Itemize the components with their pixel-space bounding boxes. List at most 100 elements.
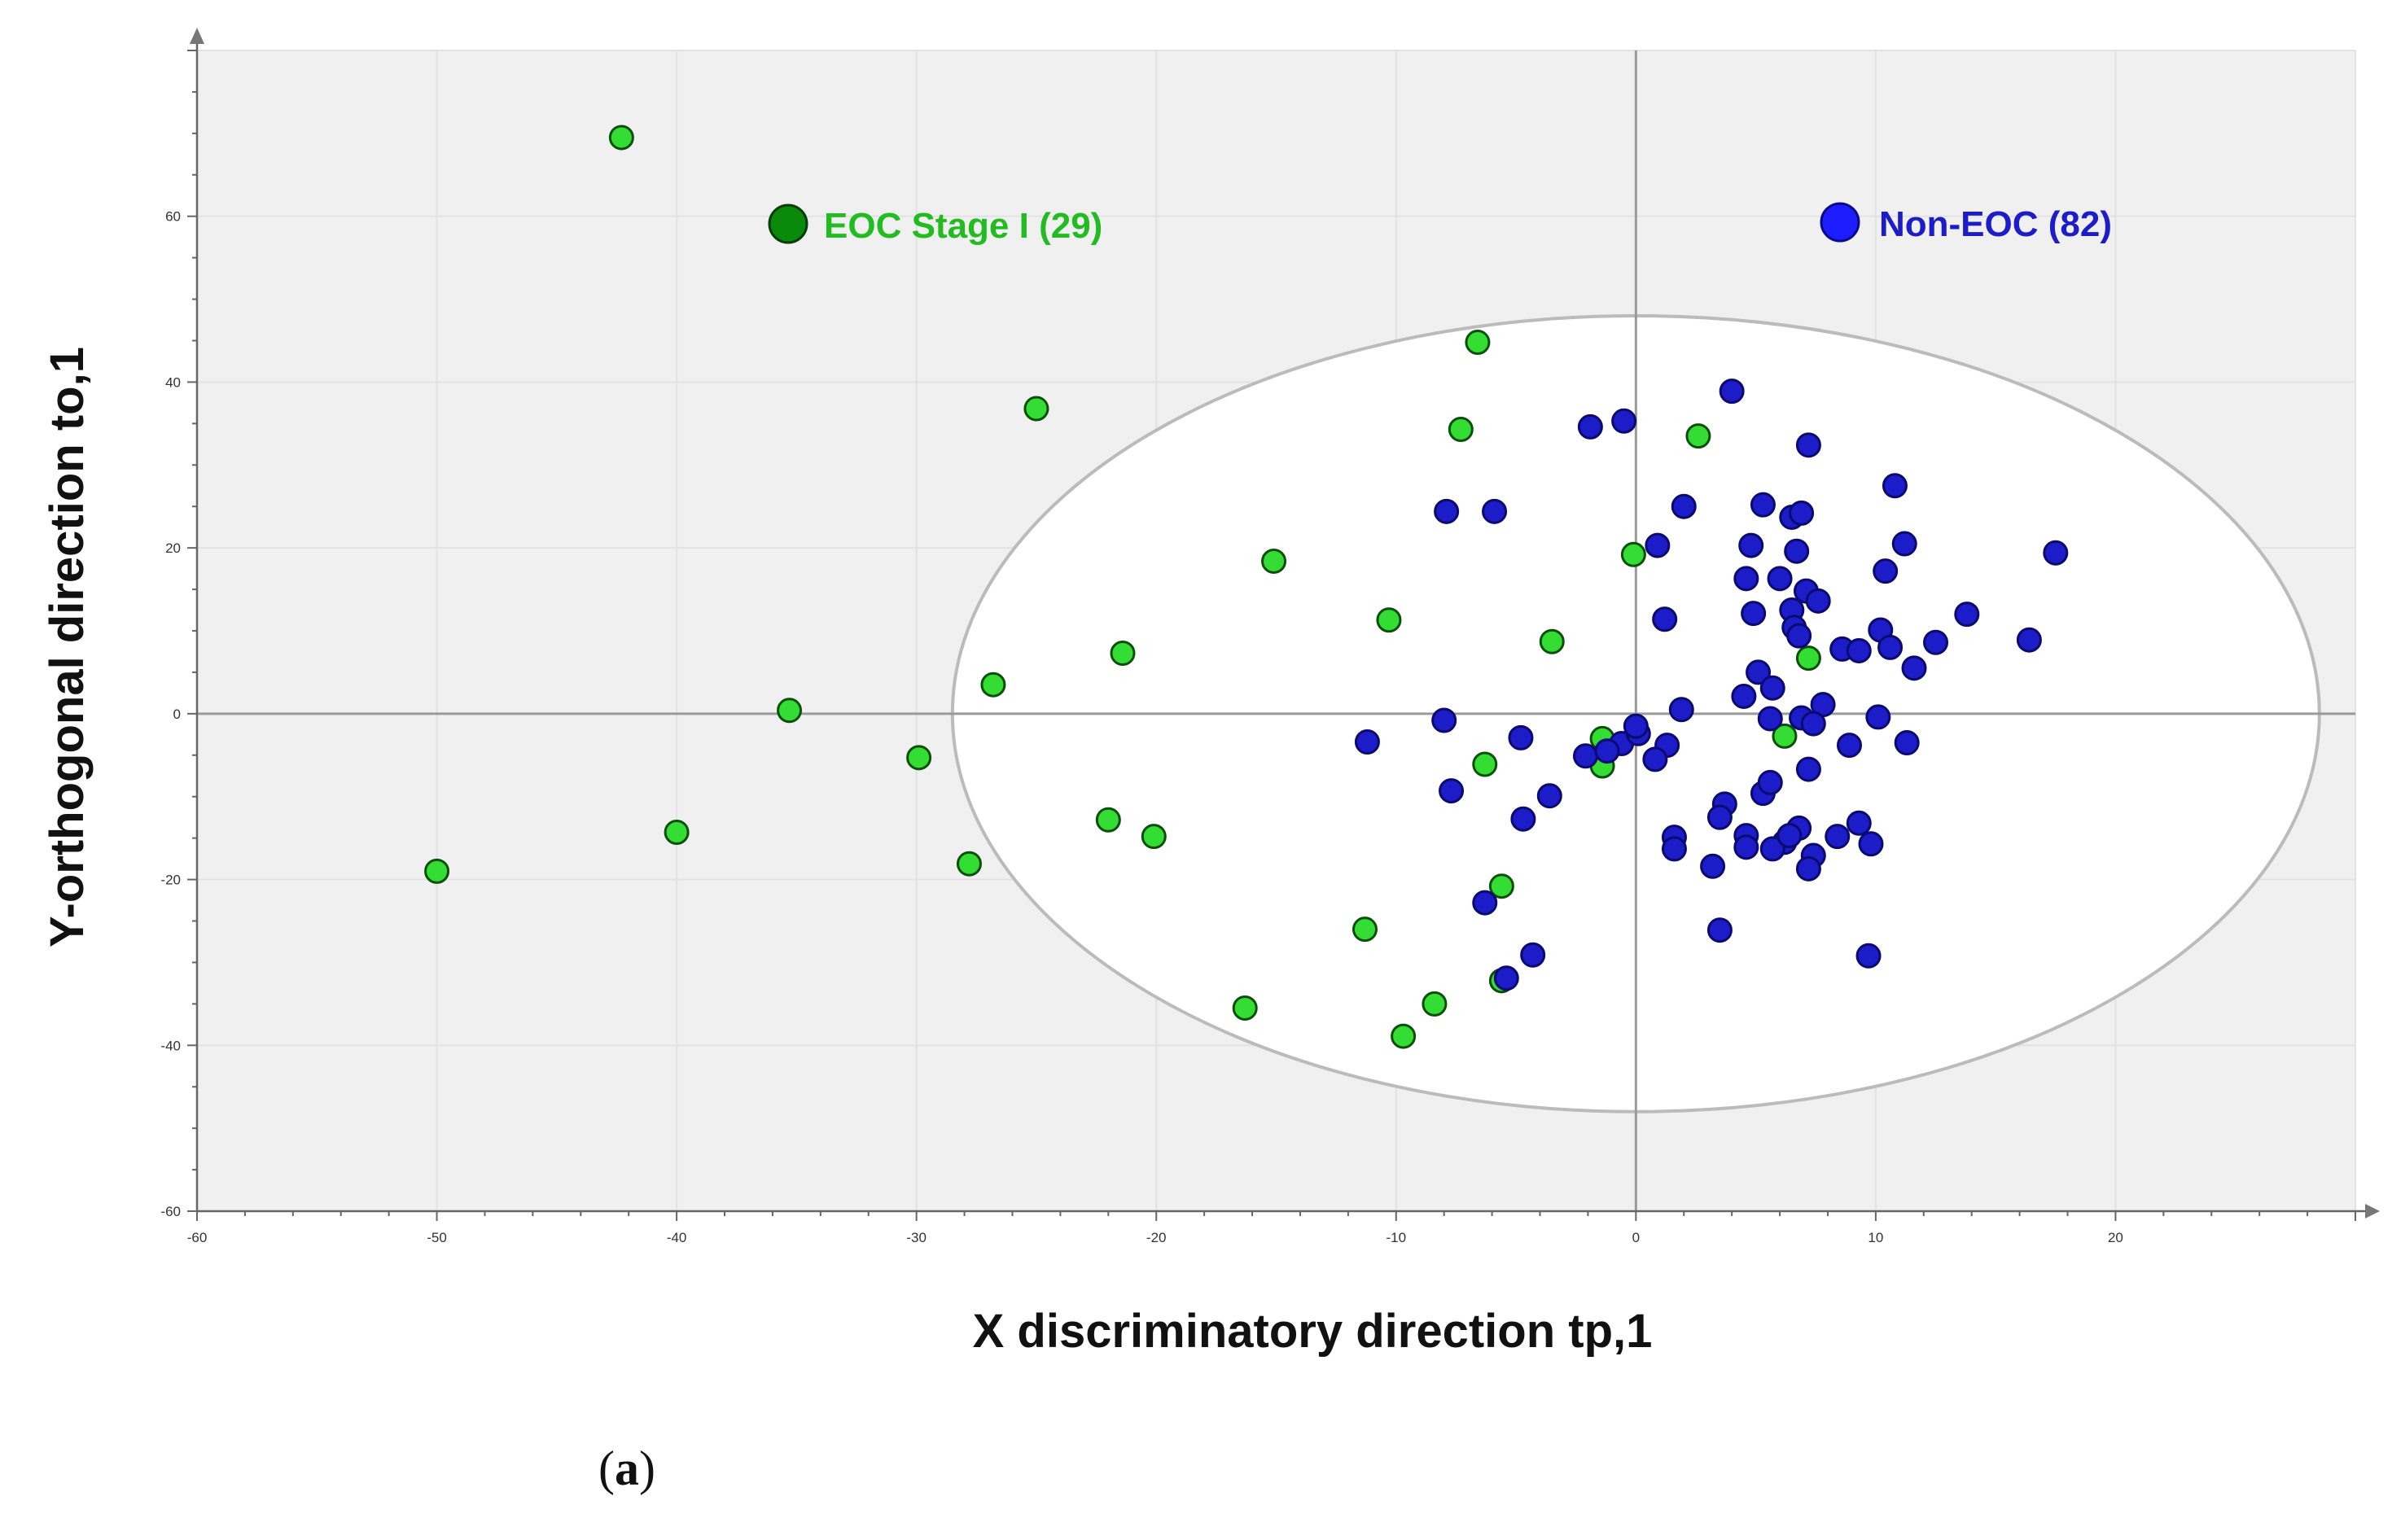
point-non-eoc bbox=[1741, 601, 1767, 627]
point-non-eoc bbox=[1510, 806, 1536, 832]
legend: EOC Stage I (29) Non-EOC (82) bbox=[768, 202, 2112, 246]
point-non-eoc bbox=[1439, 778, 1465, 804]
point-eoc-stage-i bbox=[777, 698, 803, 724]
point-non-eoc bbox=[1923, 629, 1949, 655]
point-eoc-stage-i bbox=[1141, 824, 1167, 850]
point-non-eoc bbox=[1577, 413, 1603, 440]
point-eoc-stage-i bbox=[1772, 723, 1798, 749]
y-tick-label: -60 bbox=[160, 1204, 181, 1219]
point-eoc-stage-i bbox=[1465, 330, 1491, 356]
point-non-eoc bbox=[1431, 707, 1457, 733]
point-eoc-stage-i bbox=[1472, 751, 1498, 777]
point-non-eoc bbox=[1786, 623, 1812, 649]
point-eoc-stage-i bbox=[1023, 396, 1049, 422]
point-non-eoc bbox=[1767, 566, 1793, 592]
point-non-eoc bbox=[1706, 917, 1733, 943]
y-tick-label: 60 bbox=[165, 209, 181, 225]
point-eoc-stage-i bbox=[1232, 995, 1258, 1021]
legend-label-non-eoc: Non-EOC (82) bbox=[1879, 204, 2112, 244]
point-eoc-stage-i bbox=[1448, 416, 1474, 442]
point-eoc-stage-i bbox=[608, 125, 634, 151]
point-non-eoc bbox=[1623, 713, 1649, 739]
x-tick-label: -10 bbox=[1386, 1230, 1406, 1245]
point-eoc-stage-i bbox=[1539, 628, 1565, 654]
figure-caption: (a) bbox=[598, 1442, 655, 1495]
point-non-eoc bbox=[1954, 602, 1980, 628]
point-non-eoc bbox=[1891, 531, 1917, 557]
point-non-eoc bbox=[1520, 942, 1546, 968]
point-non-eoc bbox=[1836, 733, 1862, 759]
point-non-eoc bbox=[1855, 943, 1882, 969]
point-non-eoc bbox=[1652, 606, 1678, 632]
y-tick-label: -20 bbox=[160, 873, 181, 888]
x-tick-label: -40 bbox=[667, 1230, 687, 1245]
point-non-eoc bbox=[1706, 804, 1733, 830]
legend-label-eoc: EOC Stage I (29) bbox=[824, 206, 1102, 246]
legend-marker-eoc bbox=[768, 203, 808, 244]
y-axis-arrow bbox=[190, 28, 204, 44]
point-eoc-stage-i bbox=[1685, 423, 1711, 449]
point-non-eoc bbox=[1795, 855, 1821, 882]
y-tick-labels: -60 -40 -20 0 20 40 60 bbox=[160, 209, 181, 1219]
point-non-eoc bbox=[1719, 378, 1745, 405]
x-tick-label: -60 bbox=[187, 1230, 208, 1245]
y-tick-label: -40 bbox=[160, 1038, 181, 1053]
point-eoc-stage-i bbox=[1352, 917, 1378, 943]
legend-marker-non-eoc bbox=[1820, 202, 1860, 243]
point-non-eoc bbox=[1784, 538, 1810, 564]
point-non-eoc bbox=[1482, 498, 1508, 524]
y-axis-title: Y-orthogonal direction to,1 bbox=[41, 347, 94, 947]
point-eoc-stage-i bbox=[664, 820, 690, 846]
caption-label: a bbox=[615, 1442, 639, 1495]
point-eoc-stage-i bbox=[1376, 607, 1402, 633]
axes bbox=[187, 28, 2380, 1221]
point-non-eoc bbox=[1733, 834, 1759, 860]
point-non-eoc bbox=[1493, 965, 1519, 991]
point-eoc-stage-i bbox=[424, 858, 450, 884]
point-non-eoc bbox=[1901, 655, 1927, 681]
point-non-eoc bbox=[1795, 756, 1821, 782]
x-axis-arrow bbox=[2365, 1204, 2380, 1218]
x-tick-label: -30 bbox=[906, 1230, 927, 1245]
x-tick-label: 10 bbox=[1868, 1230, 1883, 1245]
point-non-eoc bbox=[1746, 659, 1772, 685]
point-non-eoc bbox=[1865, 704, 1891, 730]
point-non-eoc bbox=[1472, 890, 1498, 916]
point-non-eoc bbox=[1508, 724, 1534, 750]
y-tick-label: 20 bbox=[165, 540, 181, 556]
data-points bbox=[424, 125, 2069, 1049]
point-non-eoc bbox=[1611, 408, 1637, 434]
x-tick-labels: -60 -50 -40 -30 -20 -10 0 10 20 bbox=[187, 1230, 2123, 1245]
point-non-eoc bbox=[1642, 746, 1668, 772]
point-non-eoc bbox=[1536, 783, 1562, 809]
point-eoc-stage-i bbox=[1391, 1023, 1417, 1049]
point-non-eoc bbox=[1645, 532, 1671, 558]
point-eoc-stage-i bbox=[980, 672, 1006, 698]
x-tick-label: -20 bbox=[1146, 1230, 1167, 1245]
point-eoc-stage-i bbox=[1095, 807, 1121, 833]
point-eoc-stage-i bbox=[1422, 991, 1448, 1017]
point-non-eoc bbox=[1894, 730, 1920, 756]
point-non-eoc bbox=[1789, 500, 1815, 526]
point-non-eoc bbox=[1846, 637, 1872, 663]
point-non-eoc bbox=[1846, 810, 1872, 836]
point-non-eoc bbox=[1757, 769, 1783, 795]
y-tick-label: 0 bbox=[173, 707, 181, 722]
point-non-eoc bbox=[1877, 634, 1904, 660]
point-non-eoc bbox=[1795, 432, 1821, 458]
point-eoc-stage-i bbox=[1110, 641, 1136, 667]
point-eoc-stage-i bbox=[1620, 541, 1646, 567]
x-tick-label: -50 bbox=[427, 1230, 447, 1245]
point-non-eoc bbox=[1750, 492, 1776, 518]
point-eoc-stage-i bbox=[1795, 645, 1821, 672]
x-tick-label: 20 bbox=[2108, 1230, 2123, 1245]
point-eoc-stage-i bbox=[906, 745, 932, 771]
point-non-eoc bbox=[1354, 728, 1380, 755]
point-non-eoc bbox=[1858, 831, 1884, 857]
point-non-eoc bbox=[1805, 588, 1831, 614]
point-non-eoc bbox=[1731, 683, 1757, 709]
point-non-eoc bbox=[1825, 824, 1851, 850]
point-non-eoc bbox=[1873, 558, 1899, 584]
zero-lines bbox=[197, 50, 2355, 1211]
